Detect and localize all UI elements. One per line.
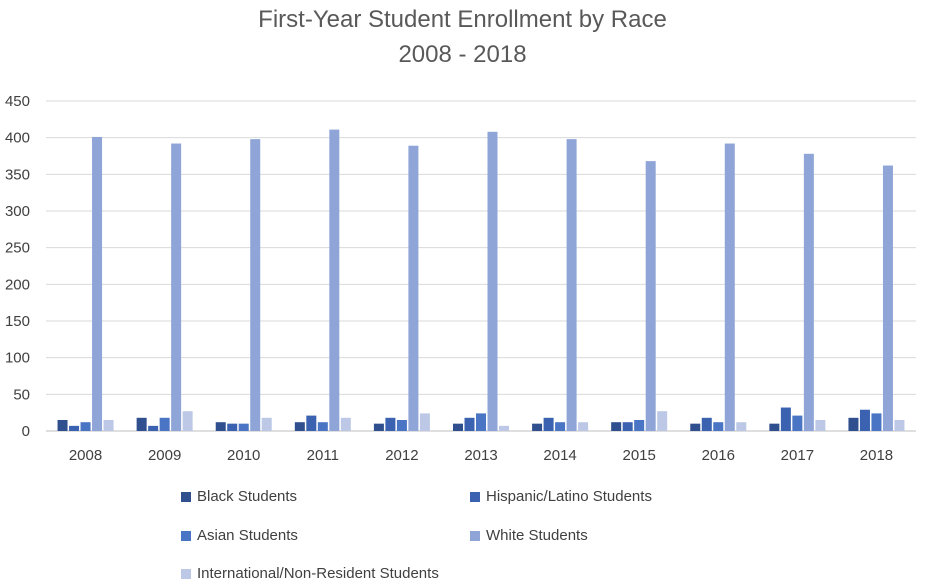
gridlines bbox=[46, 100, 916, 432]
y-tick-label: 450 bbox=[5, 93, 30, 110]
x-tick-label: 2009 bbox=[148, 447, 181, 464]
bar bbox=[92, 136, 103, 431]
bar bbox=[419, 413, 430, 431]
legend-label: Hispanic/Latino Students bbox=[486, 488, 652, 505]
y-tick-label: 200 bbox=[5, 276, 30, 293]
bar bbox=[713, 422, 724, 431]
bar bbox=[611, 422, 622, 431]
legend-swatch bbox=[470, 530, 480, 541]
legend-swatch bbox=[181, 530, 191, 541]
bar bbox=[373, 423, 384, 431]
x-tick-label: 2008 bbox=[69, 447, 102, 464]
bar bbox=[476, 413, 486, 431]
x-tick-label: 2016 bbox=[702, 447, 735, 464]
bar bbox=[340, 417, 351, 431]
legend-label: International/Non-Resident Students bbox=[197, 565, 439, 582]
y-tick-label: 300 bbox=[5, 203, 30, 220]
x-tick-label: 2015 bbox=[622, 447, 655, 464]
bar bbox=[396, 420, 407, 431]
bar bbox=[250, 139, 261, 431]
bar bbox=[803, 153, 814, 432]
bar bbox=[148, 425, 159, 431]
bar bbox=[859, 409, 870, 431]
bar bbox=[894, 420, 905, 431]
bar bbox=[543, 417, 554, 431]
bar bbox=[238, 423, 249, 431]
bar bbox=[532, 423, 543, 431]
bars bbox=[57, 129, 905, 432]
bar bbox=[227, 423, 238, 431]
legend-label: Asian Students bbox=[197, 527, 298, 544]
legend-item: Asian Students bbox=[181, 527, 298, 544]
bar bbox=[871, 413, 882, 431]
bar bbox=[317, 422, 328, 431]
legend-swatch bbox=[181, 568, 191, 579]
bar bbox=[792, 415, 803, 431]
bar bbox=[780, 407, 791, 431]
x-tick-label: 2012 bbox=[385, 447, 418, 464]
bar bbox=[724, 143, 735, 432]
x-tick-label: 2017 bbox=[781, 447, 814, 464]
legend-item: Black Students bbox=[181, 488, 297, 505]
bar bbox=[487, 131, 498, 432]
bar bbox=[634, 420, 645, 431]
bar bbox=[645, 161, 656, 431]
bar bbox=[566, 139, 577, 431]
bar bbox=[69, 425, 80, 431]
x-tick-label: 2013 bbox=[464, 447, 497, 464]
bar bbox=[690, 423, 701, 431]
bar bbox=[815, 420, 826, 431]
x-tick-label: 2011 bbox=[307, 447, 339, 464]
bar bbox=[736, 422, 747, 431]
y-tick-label: 250 bbox=[5, 240, 30, 257]
bar bbox=[171, 143, 182, 432]
bar bbox=[329, 129, 340, 431]
bar bbox=[182, 411, 193, 431]
x-tick-label: 2010 bbox=[227, 447, 260, 464]
bar bbox=[215, 422, 226, 431]
bar bbox=[578, 422, 589, 431]
bar bbox=[657, 411, 668, 431]
legend-item: Hispanic/Latino Students bbox=[470, 488, 652, 505]
y-tick-label: 400 bbox=[5, 130, 30, 147]
legend-label: Black Students bbox=[197, 488, 298, 505]
bar bbox=[294, 422, 305, 431]
bar bbox=[622, 422, 633, 431]
x-tick-label: 2014 bbox=[543, 447, 576, 464]
bar bbox=[159, 417, 170, 431]
bar bbox=[136, 417, 147, 431]
bar bbox=[769, 423, 780, 431]
bar bbox=[408, 145, 419, 431]
legend-swatch bbox=[181, 491, 191, 502]
y-tick-label: 100 bbox=[5, 350, 30, 367]
legend-label: White Students bbox=[486, 527, 588, 544]
chart-title: First-Year Student Enrollment by Race bbox=[258, 6, 667, 33]
bar bbox=[555, 422, 566, 431]
bar bbox=[306, 415, 317, 431]
bar bbox=[261, 417, 272, 431]
bar bbox=[80, 422, 91, 431]
legend-swatch bbox=[470, 491, 480, 502]
chart-subtitle: 2008 - 2018 bbox=[398, 41, 527, 68]
bar bbox=[882, 165, 893, 432]
bar bbox=[848, 417, 859, 431]
bar bbox=[57, 420, 68, 431]
y-axis-tick-labels: 0 50 100 150 200 250 300 350 400 450 bbox=[5, 93, 30, 440]
bar bbox=[701, 417, 712, 431]
bar bbox=[499, 425, 509, 431]
legend-item: White Students bbox=[470, 527, 588, 544]
y-tick-label: 350 bbox=[5, 166, 30, 183]
y-tick-label: 0 bbox=[22, 423, 30, 440]
bar bbox=[385, 417, 396, 431]
legend-item: International/Non-Resident Students bbox=[181, 565, 439, 582]
x-axis-tick-labels: 2008 2009 2010 2011 2012 2013 2014 2015 2016 2017… bbox=[69, 447, 893, 464]
bar bbox=[464, 417, 475, 431]
bar bbox=[453, 423, 463, 431]
x-tick-label: 2018 bbox=[860, 447, 893, 464]
y-tick-label: 150 bbox=[5, 313, 30, 330]
y-tick-label: 50 bbox=[13, 386, 30, 403]
bar bbox=[103, 420, 114, 431]
